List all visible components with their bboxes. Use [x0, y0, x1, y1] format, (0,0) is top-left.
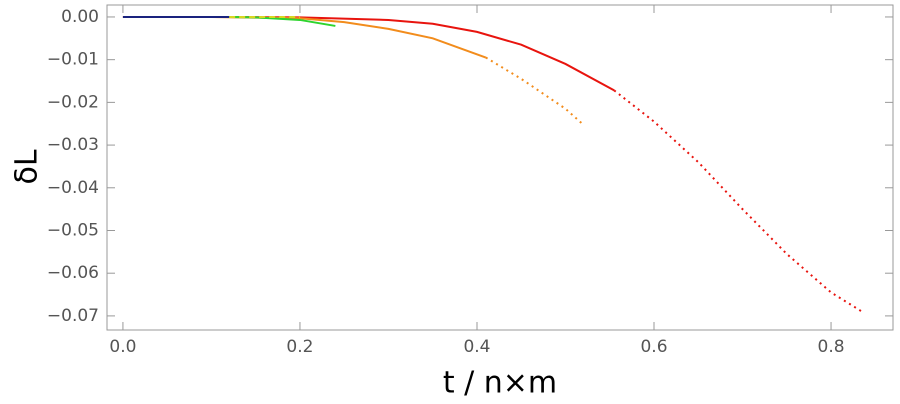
data-line: [485, 56, 584, 126]
x-axis-label: t / n×m: [443, 366, 557, 401]
x-tick-label: 0.2: [286, 337, 313, 357]
y-tick-label: −0.03: [47, 135, 99, 155]
y-tick-label: 0.00: [61, 7, 99, 27]
data-line: [613, 89, 863, 313]
y-tick-label: −0.07: [47, 306, 99, 326]
plot-frame: [106, 4, 894, 331]
y-tick-label: −0.05: [47, 220, 99, 240]
x-tick-label: 0.6: [640, 337, 667, 357]
y-tick-label: −0.02: [47, 92, 99, 112]
x-tick-label: 0.0: [109, 337, 136, 357]
y-tick-label: −0.01: [47, 50, 99, 70]
x-tick-label: 0.4: [463, 337, 490, 357]
y-axis-label: δL: [10, 149, 45, 184]
y-tick-label: −0.06: [47, 263, 99, 283]
x-tick-label: 0.8: [818, 337, 845, 357]
data-line: [122, 15, 615, 92]
y-tick-label: −0.04: [47, 178, 99, 198]
